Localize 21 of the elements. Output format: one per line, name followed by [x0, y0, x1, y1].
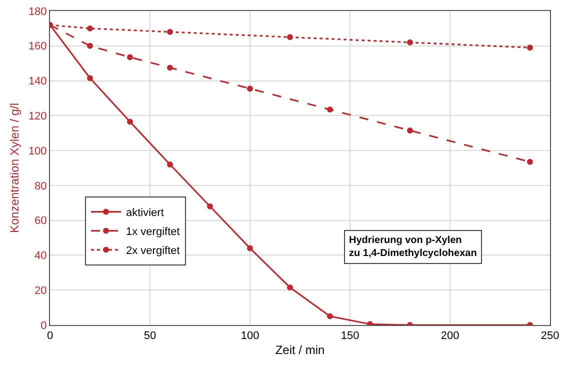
y-tick-label: 160 [28, 40, 47, 53]
y-tick-label: 140 [28, 76, 47, 88]
legend-label: 2x vergiftet [126, 245, 180, 258]
y-tick-label: 100 [28, 145, 47, 158]
x-tick-label: 250 [540, 330, 560, 342]
x-tick-label: 150 [340, 330, 360, 342]
y-tick-label: 60 [34, 215, 47, 228]
legend-label: aktiviert [126, 207, 164, 220]
y-tick-label: 180 [28, 6, 47, 18]
legend-label: 1x vergiftet [126, 226, 180, 238]
x-tick-label: 200 [440, 330, 460, 342]
y-tick-label: 40 [34, 250, 47, 262]
x-tick-label: 100 [240, 330, 260, 342]
y-tick-label: 80 [34, 180, 47, 192]
x-tick-label: 50 [144, 330, 156, 342]
y-axis-title: Konzentration Xylen / g/l [8, 102, 22, 234]
y-tick-label: 120 [28, 110, 47, 123]
x-axis-title: Zeit / min [275, 343, 325, 358]
y-tick-label: 0 [40, 320, 47, 332]
annotation: Hydrierung von p-Xylen zu 1,4-Dimethylcyclohexan [349, 235, 477, 259]
y-tick-label: 20 [34, 284, 47, 297]
